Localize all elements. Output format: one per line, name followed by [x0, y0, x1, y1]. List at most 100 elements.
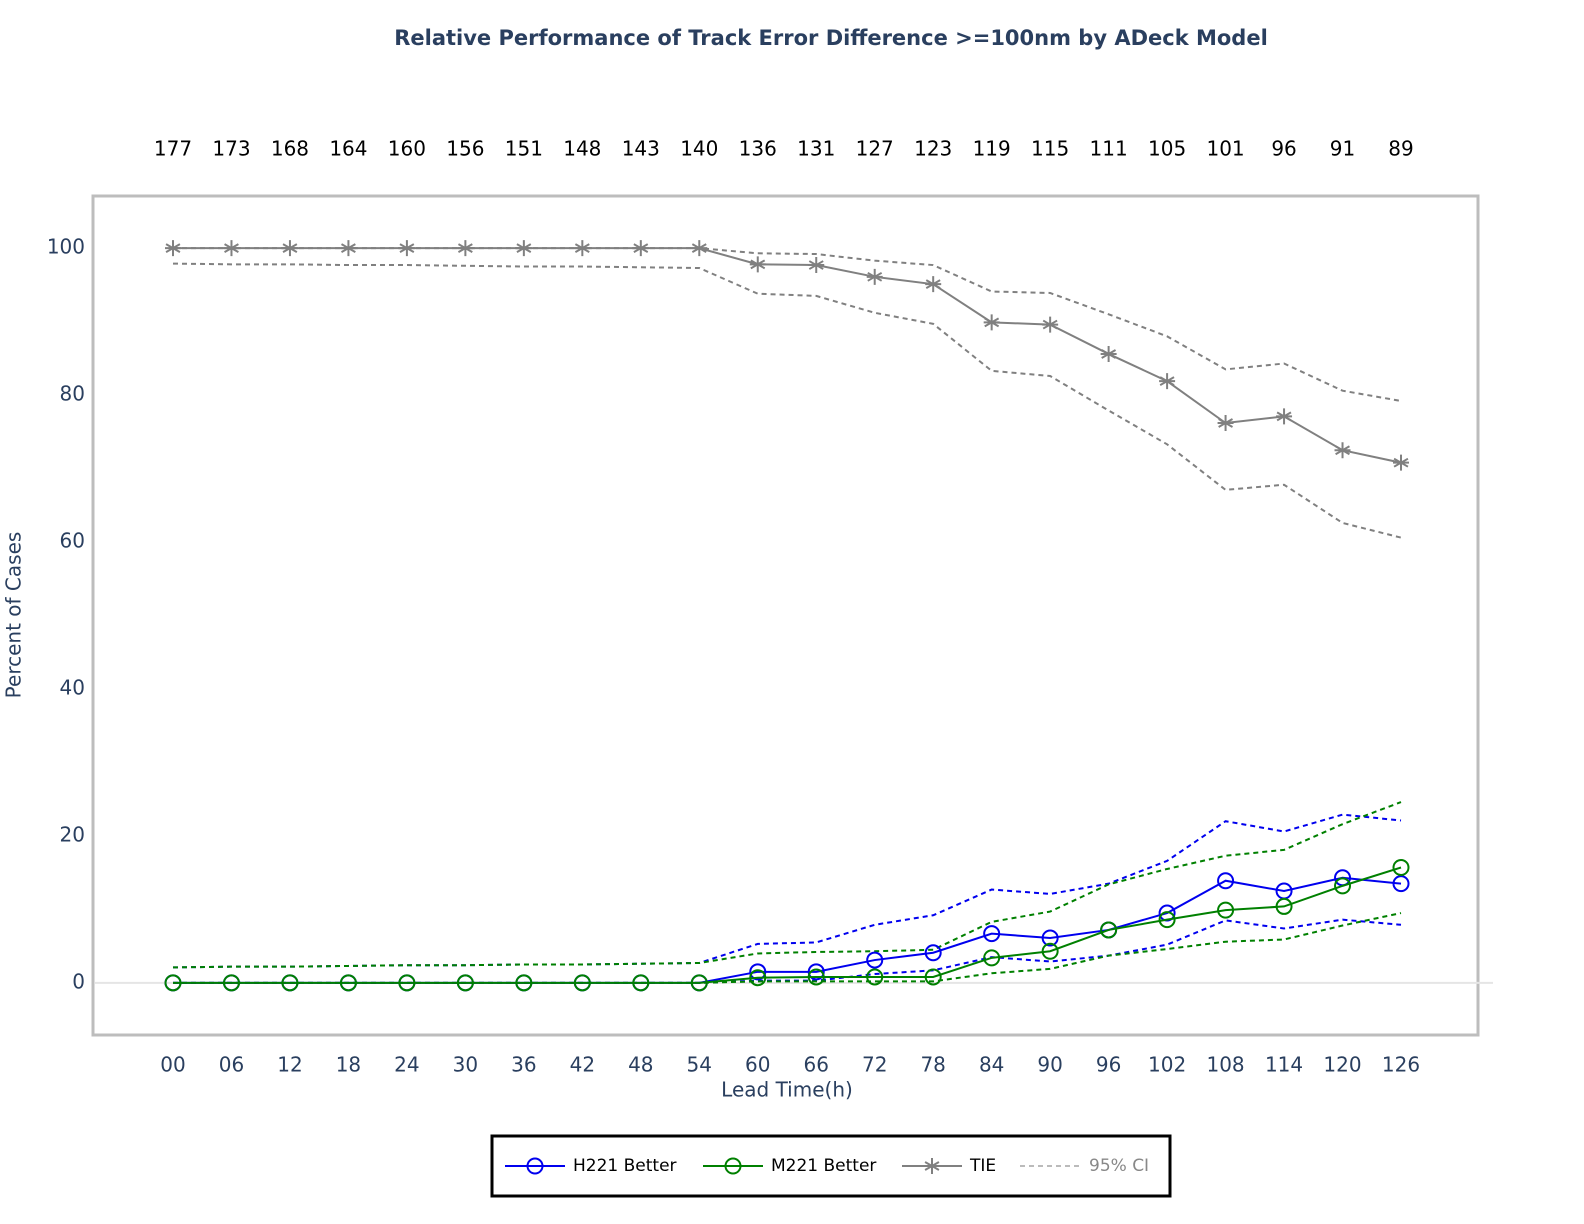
marker — [808, 257, 825, 274]
count-label: 89 — [1388, 137, 1413, 161]
legend-label: M221 Better — [771, 1156, 876, 1176]
x-tick-label: 60 — [745, 1053, 770, 1077]
count-label: 123 — [914, 137, 952, 161]
x-tick-label: 126 — [1382, 1053, 1420, 1077]
series-line — [173, 247, 1402, 464]
x-tick-label: 48 — [628, 1053, 653, 1077]
marker — [1392, 875, 1410, 893]
marker — [164, 974, 182, 992]
count-label: 160 — [388, 137, 426, 161]
marker — [1392, 858, 1410, 876]
marker — [866, 268, 883, 285]
marker — [222, 974, 240, 992]
marker — [1158, 911, 1176, 929]
y-tick-label: 80 — [60, 382, 85, 406]
ci-lower-line — [173, 918, 1402, 984]
ci-upper-line — [172, 813, 1402, 969]
marker — [1041, 942, 1059, 960]
marker — [807, 968, 825, 986]
marker — [690, 974, 708, 992]
marker — [574, 240, 591, 257]
x-tick-label: 84 — [979, 1053, 1004, 1077]
x-tick-label: 54 — [687, 1053, 712, 1077]
marker — [983, 925, 1001, 943]
count-label: 136 — [739, 137, 777, 161]
x-tick-label: 114 — [1265, 1053, 1303, 1077]
marker — [691, 240, 708, 257]
marker — [749, 963, 767, 981]
count-label: 105 — [1148, 137, 1186, 161]
marker — [749, 256, 766, 273]
count-label: 156 — [446, 137, 484, 161]
series-line — [173, 876, 1402, 984]
x-tick-label: 108 — [1206, 1053, 1244, 1077]
legend-label: 95% CI — [1089, 1156, 1149, 1176]
marker — [924, 944, 942, 962]
ci-upper-line — [173, 247, 1402, 402]
marker — [339, 974, 357, 992]
count-label: 115 — [1031, 137, 1069, 161]
count-label: 111 — [1090, 137, 1128, 161]
marker — [515, 240, 532, 257]
count-label: 140 — [680, 137, 718, 161]
marker — [1042, 316, 1059, 333]
marker — [1100, 345, 1117, 362]
x-tick-label: 72 — [862, 1053, 887, 1077]
marker — [281, 974, 299, 992]
legend-marker — [526, 1157, 544, 1175]
count-label: 148 — [563, 137, 601, 161]
count-label: 127 — [856, 137, 894, 161]
marker — [1217, 901, 1235, 919]
x-tick-label: 120 — [1323, 1053, 1361, 1077]
marker — [398, 974, 416, 992]
marker — [749, 969, 767, 987]
legend-label: H221 Better — [573, 1156, 677, 1176]
series-line — [173, 866, 1402, 984]
x-tick-label: 18 — [336, 1053, 361, 1077]
x-tick-label: 12 — [277, 1053, 302, 1077]
marker — [924, 968, 942, 986]
count-label: 168 — [271, 137, 309, 161]
marker — [281, 240, 298, 257]
ci-lower-line — [173, 912, 1402, 984]
marker — [1276, 408, 1293, 425]
marker — [1041, 929, 1059, 947]
marker — [1334, 877, 1352, 895]
count-label: 164 — [329, 137, 367, 161]
marker — [983, 314, 1000, 331]
x-tick-label: 36 — [511, 1053, 536, 1077]
marker — [1275, 897, 1293, 915]
marker — [807, 963, 825, 981]
marker — [398, 240, 415, 257]
marker — [165, 240, 181, 257]
y-tick-label: 60 — [60, 529, 85, 553]
plot-frame — [91, 194, 1480, 1037]
x-tick-label: 102 — [1148, 1053, 1186, 1077]
y-tick-label: 40 — [60, 675, 85, 699]
marker — [1393, 454, 1409, 471]
y-tick-label: 0 — [72, 969, 85, 993]
x-tick-label: 06 — [219, 1053, 244, 1077]
count-label: 151 — [505, 137, 543, 161]
marker — [573, 974, 591, 992]
count-label: 119 — [973, 137, 1011, 161]
marker — [1159, 373, 1176, 390]
marker — [340, 240, 357, 257]
count-label: 131 — [797, 137, 835, 161]
count-label: 177 — [154, 137, 192, 161]
marker — [983, 949, 1001, 967]
x-tick-label: 00 — [160, 1053, 185, 1077]
count-label: 91 — [1330, 137, 1355, 161]
marker — [223, 240, 240, 257]
marker — [456, 974, 474, 992]
count-label: 101 — [1206, 137, 1244, 161]
x-tick-label: 24 — [394, 1053, 419, 1077]
marker — [632, 974, 650, 992]
x-tick-label: 30 — [453, 1053, 478, 1077]
marker — [1217, 872, 1235, 890]
ci-lower-line — [172, 262, 1402, 539]
legend-marker — [724, 1157, 742, 1175]
count-label: 96 — [1271, 137, 1296, 161]
marker — [866, 951, 884, 969]
